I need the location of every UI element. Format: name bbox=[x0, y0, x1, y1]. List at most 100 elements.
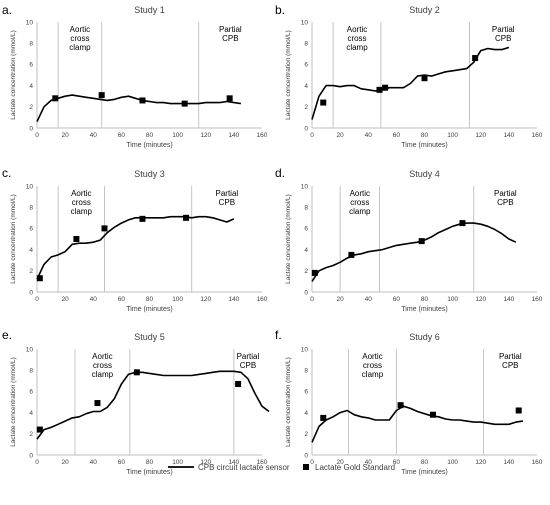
y-tick-label: 4 bbox=[304, 247, 308, 254]
y-tick-label: 2 bbox=[304, 268, 308, 275]
x-tick-label: 40 bbox=[365, 296, 373, 303]
x-tick-label: 160 bbox=[532, 296, 543, 303]
phase-label-line: cross bbox=[350, 198, 369, 207]
panel-letter: d. bbox=[275, 166, 285, 180]
x-tick-label: 140 bbox=[228, 459, 239, 466]
x-tick-label: 20 bbox=[62, 459, 70, 466]
y-tick-label: 4 bbox=[304, 83, 308, 90]
phase-label: Aortic cross clamp bbox=[362, 352, 384, 379]
y-tick-label: 0 bbox=[304, 289, 308, 296]
x-tick-label: 160 bbox=[257, 459, 268, 466]
phase-label-line: clamp bbox=[362, 370, 384, 379]
x-tick-label: 60 bbox=[393, 459, 401, 466]
y-tick-label: 6 bbox=[29, 389, 33, 396]
phase-label: Partial CPB bbox=[494, 189, 517, 207]
y-tick-label: 6 bbox=[29, 62, 33, 69]
phase-label-line: Partial bbox=[237, 352, 260, 361]
x-tick-label: 20 bbox=[62, 296, 70, 303]
gold-standard-point bbox=[320, 414, 327, 421]
phase-label-line: clamp bbox=[349, 207, 371, 216]
x-tick-label: 100 bbox=[172, 459, 183, 466]
sensor-line bbox=[36, 215, 235, 280]
x-tick-label: 120 bbox=[200, 459, 211, 466]
x-tick-label: 40 bbox=[90, 459, 98, 466]
x-tick-label: 60 bbox=[118, 296, 126, 303]
y-tick-label: 0 bbox=[304, 452, 308, 459]
phase-label-line: cross bbox=[70, 34, 89, 43]
y-tick-label: 10 bbox=[26, 19, 34, 26]
x-tick-label: 160 bbox=[532, 459, 543, 466]
y-tick-label: 2 bbox=[29, 431, 33, 438]
phase-label-line: cross bbox=[72, 198, 91, 207]
phase-label-line: Aortic bbox=[362, 352, 382, 361]
phase-label-line: Partial bbox=[219, 25, 242, 34]
x-tick-label: 60 bbox=[118, 459, 126, 466]
y-tick-label: 0 bbox=[29, 125, 33, 132]
gold-standard-point bbox=[181, 100, 188, 107]
x-tick-label: 0 bbox=[310, 132, 314, 139]
x-tick-label: 100 bbox=[172, 132, 183, 139]
phase-label-line: Aortic bbox=[71, 189, 91, 198]
phase-label-line: Partial bbox=[492, 25, 515, 34]
x-tick-label: 40 bbox=[90, 132, 98, 139]
phase-label-line: Aortic bbox=[347, 25, 367, 34]
y-axis-label: Lactate concentration (mmol/L) bbox=[10, 30, 17, 120]
legend-label-sensor: CPB circuit lactate sensor bbox=[198, 463, 290, 472]
x-axis-label: Time (minutes) bbox=[126, 469, 172, 476]
gold-standard-point bbox=[101, 225, 108, 232]
gold-standard-point bbox=[235, 380, 242, 387]
y-tick-label: 8 bbox=[304, 205, 308, 212]
x-tick-label: 60 bbox=[393, 296, 401, 303]
x-tick-label: 0 bbox=[35, 459, 39, 466]
x-tick-label: 120 bbox=[475, 296, 486, 303]
phase-label: Aortic cross clamp bbox=[69, 25, 91, 52]
y-tick-label: 6 bbox=[304, 226, 308, 233]
x-tick-label: 80 bbox=[146, 296, 154, 303]
phase-label-line: clamp bbox=[71, 207, 93, 216]
y-tick-label: 8 bbox=[29, 368, 33, 375]
y-tick-label: 10 bbox=[301, 183, 309, 190]
x-tick-label: 140 bbox=[503, 459, 514, 466]
gold-standard-point bbox=[421, 75, 428, 82]
x-tick-label: 40 bbox=[90, 296, 98, 303]
legend-label-gold-standard: Lactate Gold Standard bbox=[315, 463, 395, 472]
phase-label-line: cross bbox=[93, 361, 112, 370]
y-tick-label: 4 bbox=[304, 410, 308, 417]
gold-standard-point bbox=[98, 92, 105, 99]
phase-label: Partial CPB bbox=[219, 25, 242, 43]
phase-label-line: clamp bbox=[346, 43, 368, 52]
x-tick-label: 120 bbox=[200, 296, 211, 303]
gold-standard-point bbox=[311, 269, 318, 276]
phase-label-line: Aortic bbox=[92, 352, 112, 361]
gold-standard-point bbox=[52, 95, 59, 102]
phase-label-line: CPB bbox=[219, 198, 235, 207]
x-tick-label: 20 bbox=[337, 459, 345, 466]
y-tick-label: 0 bbox=[29, 289, 33, 296]
phase-label-line: CPB bbox=[222, 34, 238, 43]
x-tick-label: 0 bbox=[35, 132, 39, 139]
phase-label-line: Aortic bbox=[70, 25, 90, 34]
y-tick-label: 2 bbox=[29, 104, 33, 111]
panel-5: e. Study 5 0 20 40 60 80 100 120 140 160 0 2 4 6 8 10 Tim… bbox=[2, 328, 270, 476]
phase-label-line: CPB bbox=[240, 361, 256, 370]
x-tick-label: 100 bbox=[172, 296, 183, 303]
phase-label: Aortic cross clamp bbox=[349, 189, 371, 216]
y-tick-label: 2 bbox=[304, 104, 308, 111]
phase-label-line: cross bbox=[347, 34, 366, 43]
gold-standard-point bbox=[376, 86, 383, 93]
phase-label-line: Partial bbox=[499, 352, 522, 361]
phase-label-line: clamp bbox=[69, 43, 91, 52]
x-tick-label: 0 bbox=[310, 296, 314, 303]
x-tick-label: 80 bbox=[421, 459, 429, 466]
panel-title: Study 4 bbox=[409, 169, 440, 179]
y-tick-label: 6 bbox=[29, 226, 33, 233]
y-tick-label: 8 bbox=[29, 41, 33, 48]
panel-title: Study 6 bbox=[409, 332, 440, 342]
phase-label: Aortic cross clamp bbox=[346, 25, 368, 52]
x-tick-label: 80 bbox=[421, 296, 429, 303]
phase-label: Aortic cross clamp bbox=[92, 352, 114, 379]
gold-standard-point bbox=[226, 95, 233, 102]
x-tick-label: 160 bbox=[532, 132, 543, 139]
gold-standard-point bbox=[418, 238, 425, 245]
x-tick-label: 80 bbox=[146, 459, 154, 466]
